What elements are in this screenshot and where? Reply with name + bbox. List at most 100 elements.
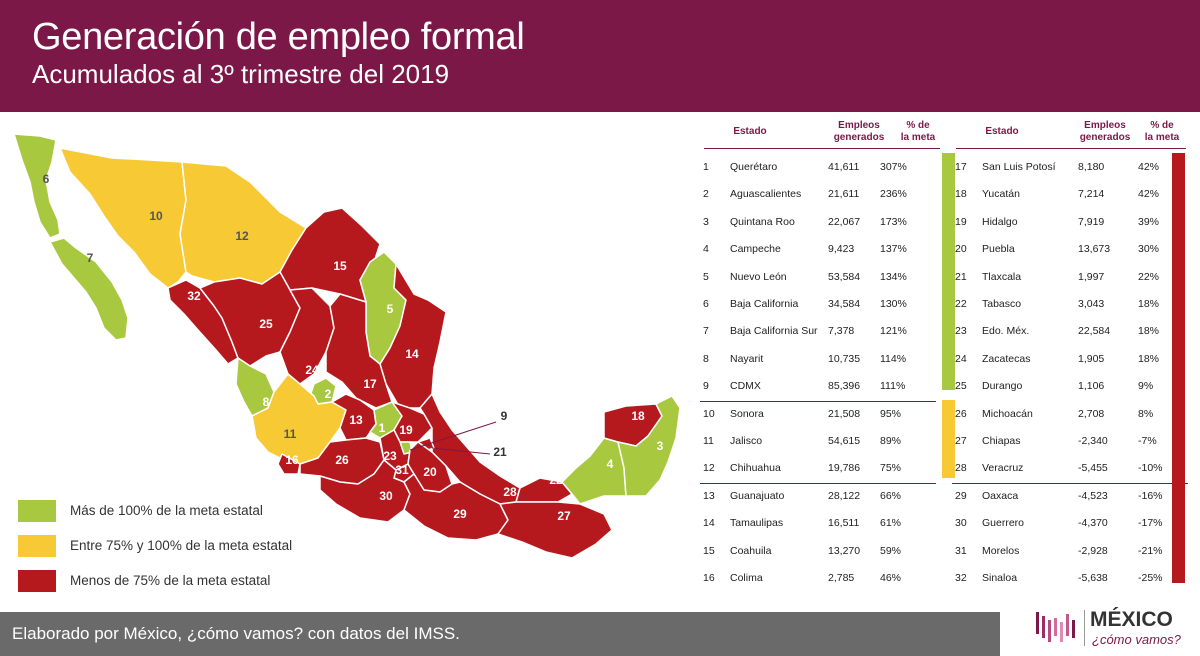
row-pct: 61%: [880, 517, 902, 530]
row-jobs: 3,043: [1078, 298, 1105, 310]
row-state: Nayarit: [730, 352, 764, 365]
row-state: Durango: [982, 380, 1023, 393]
table-row: 8 Nayarit 10,735 114%: [700, 346, 950, 373]
state-3-quintana-roo: [617, 395, 681, 497]
map-label-29: 29: [453, 507, 467, 521]
row-pct: 8%: [1138, 407, 1154, 420]
table-row: 11 Jalisco 54,615 89%: [700, 428, 950, 455]
row-jobs: 19,786: [828, 462, 861, 475]
row-pct: 130%: [880, 298, 907, 310]
row-jobs: 2,785: [828, 572, 855, 584]
row-pct: -10%: [1138, 462, 1163, 475]
row-jobs: 21,611: [828, 188, 860, 201]
row-pct: 173%: [880, 215, 907, 228]
category-bar-red-right: [1172, 153, 1185, 583]
row-jobs: -5,638: [1078, 572, 1108, 584]
table-row: 16 Colima 2,785 46%: [700, 565, 950, 592]
map-label-16: 16: [285, 453, 299, 467]
map-label-1: 1: [379, 421, 386, 435]
row-pct: 134%: [880, 270, 907, 283]
map-label-14: 14: [405, 347, 419, 361]
map-label-7: 7: [87, 251, 94, 265]
row-jobs: 10,735: [828, 352, 861, 365]
row-pct: 39%: [1138, 215, 1160, 228]
table-row: 19 Hidalgo 7,919 39%: [952, 209, 1200, 236]
row-state: Guanajuato: [730, 489, 785, 502]
table-header-rule: [956, 148, 1186, 149]
page-title: Generación de empleo formal: [32, 16, 525, 58]
map-label-9: 9: [501, 409, 508, 423]
row-jobs: 7,378: [828, 325, 855, 338]
row-pct: 111%: [880, 380, 906, 393]
row-rank: 4: [703, 243, 709, 256]
row-pct: 59%: [880, 544, 902, 557]
legend-item-above-100: Más de 100% de la meta estatal: [18, 500, 348, 522]
row-jobs: 9,423: [828, 243, 855, 256]
row-pct: 114%: [880, 352, 907, 365]
table-row: 32 Sinaloa -5,638 -25%: [952, 565, 1200, 592]
table-row: 26 Michoacán 2,708 8%: [952, 401, 1200, 428]
row-state: Oaxaca: [982, 489, 1019, 502]
logo-text-como-vamos: ¿cómo vamos?: [1092, 632, 1181, 647]
state-16-colima: [277, 453, 301, 475]
row-state: Baja California: [730, 298, 799, 310]
row-rank: 26: [955, 407, 967, 420]
row-state: Puebla: [982, 243, 1015, 256]
table-row: 30 Guerrero -4,370 -17%: [952, 510, 1200, 537]
row-rank: 10: [703, 407, 715, 420]
map-label-19: 19: [399, 423, 413, 437]
map-label-5: 5: [387, 302, 394, 316]
mexico-como-vamos-logo: MÉXICO ¿cómo vamos?: [1034, 604, 1200, 654]
legend-item-below-75: Menos de 75% de la meta estatal: [18, 570, 348, 592]
map-label-15: 15: [333, 259, 347, 273]
row-pct: 137%: [880, 243, 907, 256]
table-row: 9 CDMX 85,396 111%: [700, 373, 950, 400]
map-label-31: 31: [395, 463, 409, 477]
row-state: Sinaloa: [982, 572, 1018, 584]
table-row: 24 Zacatecas 1,905 18%: [952, 346, 1200, 373]
row-jobs: -2,928: [1078, 544, 1108, 557]
category-bar-yellow-left: [942, 400, 955, 478]
row-rank: 32: [955, 572, 967, 584]
map-label-4: 4: [607, 457, 614, 471]
table-row: 25 Durango 1,106 9%: [952, 373, 1200, 400]
state-27-chiapas: [497, 501, 613, 559]
row-state: CDMX: [730, 380, 761, 393]
table-row: 3 Quintana Roo 22,067 173%: [700, 209, 950, 236]
group-separator: [700, 400, 936, 402]
table-row: 23 Edo. Méx. 22,584 18%: [952, 318, 1200, 345]
row-rank: 31: [955, 544, 967, 557]
table-row: 4 Campeche 9,423 137%: [700, 236, 950, 263]
row-state: Sonora: [730, 407, 764, 420]
row-pct: 121%: [880, 325, 907, 338]
row-rank: 18: [955, 188, 967, 201]
row-rank: 2: [703, 188, 709, 201]
row-rank: 11: [703, 435, 714, 447]
map-label-32: 32: [187, 289, 201, 303]
map-label-26: 26: [335, 453, 349, 467]
row-jobs: 2,708: [1078, 407, 1105, 420]
row-pct: 75%: [880, 462, 902, 475]
row-rank: 5: [703, 270, 709, 283]
column-header-meta-line2: la meta: [900, 132, 936, 143]
row-jobs: 34,584: [828, 298, 861, 310]
row-state: Chiapas: [982, 435, 1021, 447]
table-row: 10 Sonora 21,508 95%: [700, 400, 950, 428]
row-pct: 18%: [1138, 298, 1160, 310]
row-rank: 15: [703, 544, 715, 557]
logo-bars-icon: [1036, 612, 1075, 642]
column-header-empleos: Empleos generados: [826, 120, 892, 144]
map-label-24: 24: [305, 363, 319, 377]
leader-line-21: [431, 447, 491, 455]
legend-swatch-green: [18, 500, 56, 522]
row-rank: 17: [955, 161, 967, 173]
row-rank: 8: [703, 352, 709, 365]
map-label-20: 20: [423, 465, 437, 479]
row-rank: 30: [955, 517, 967, 530]
logo-divider: [1084, 610, 1085, 646]
column-header-meta-line1: % de: [1150, 120, 1174, 131]
table-row: 5 Nuevo León 53,584 134%: [700, 264, 950, 291]
row-pct: -7%: [1138, 435, 1157, 447]
table-row: 28 Veracruz -5,455 -10%: [952, 455, 1200, 482]
row-state: Colima: [730, 572, 763, 584]
